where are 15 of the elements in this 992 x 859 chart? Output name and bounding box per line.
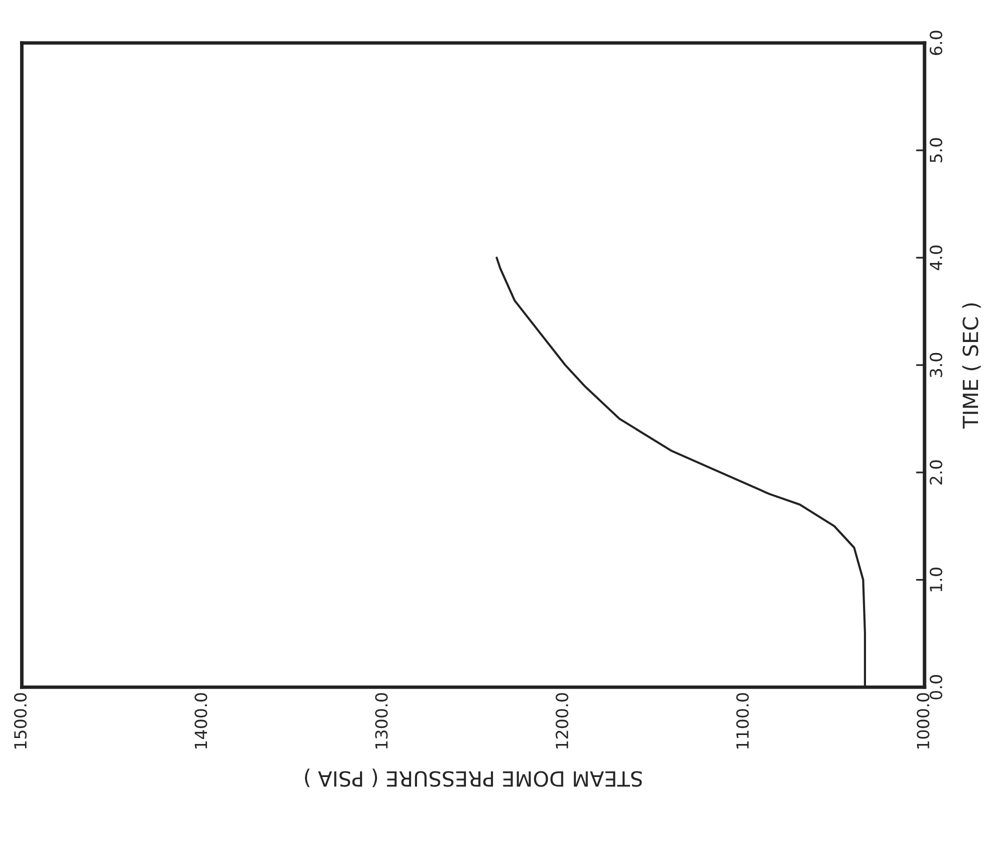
y-tick-label: 4.0: [930, 246, 942, 270]
x-tick-label: 1300.0: [375, 693, 388, 749]
y-tick-label: 6.0: [930, 30, 942, 56]
x-tick-label: 1000.0: [916, 693, 930, 749]
y-axis-title: TIME ( SEC ): [962, 303, 981, 429]
x-tick-label: 1200.0: [556, 693, 568, 749]
x-tick-label: 1400.0: [194, 693, 208, 749]
x-tick-label: 1100.0: [736, 693, 749, 749]
y-tick-label: 2.0: [930, 460, 942, 484]
x-axis-title: STEAM DOME PRESSURE ( PSIA ): [304, 768, 642, 788]
y-tick-label: 3.0: [930, 352, 942, 378]
y-tick-label: 0.0: [930, 675, 942, 700]
y-tick-label: 5.0: [930, 138, 942, 162]
x-tick-label: 1500.0: [14, 693, 27, 749]
y-tick-label: 1.0: [930, 568, 942, 592]
